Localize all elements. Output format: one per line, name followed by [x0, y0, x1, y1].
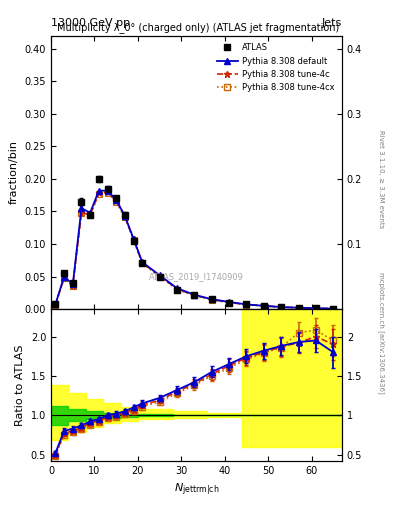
Y-axis label: Ratio to ATLAS: Ratio to ATLAS	[15, 344, 25, 425]
Y-axis label: fraction/bin: fraction/bin	[9, 140, 19, 204]
Text: Jets: Jets	[321, 18, 342, 28]
Text: 13000 GeV pp: 13000 GeV pp	[51, 18, 130, 28]
Text: mcplots.cern.ch [arXiv:1306.3436]: mcplots.cern.ch [arXiv:1306.3436]	[378, 272, 385, 394]
Legend: ATLAS, Pythia 8.308 default, Pythia 8.308 tune-4c, Pythia 8.308 tune-4cx: ATLAS, Pythia 8.308 default, Pythia 8.30…	[213, 40, 338, 95]
X-axis label: $N_{\mathrm{jettrm|ch}}$: $N_{\mathrm{jettrm|ch}}$	[174, 481, 219, 497]
Text: ATLAS_2019_I1740909: ATLAS_2019_I1740909	[149, 272, 244, 281]
Text: Rivet 3.1.10, ≥ 3.3M events: Rivet 3.1.10, ≥ 3.3M events	[378, 130, 384, 228]
Text: Multiplicity λ_0° (charged only) (ATLAS jet fragmentation): Multiplicity λ_0° (charged only) (ATLAS …	[57, 23, 339, 33]
